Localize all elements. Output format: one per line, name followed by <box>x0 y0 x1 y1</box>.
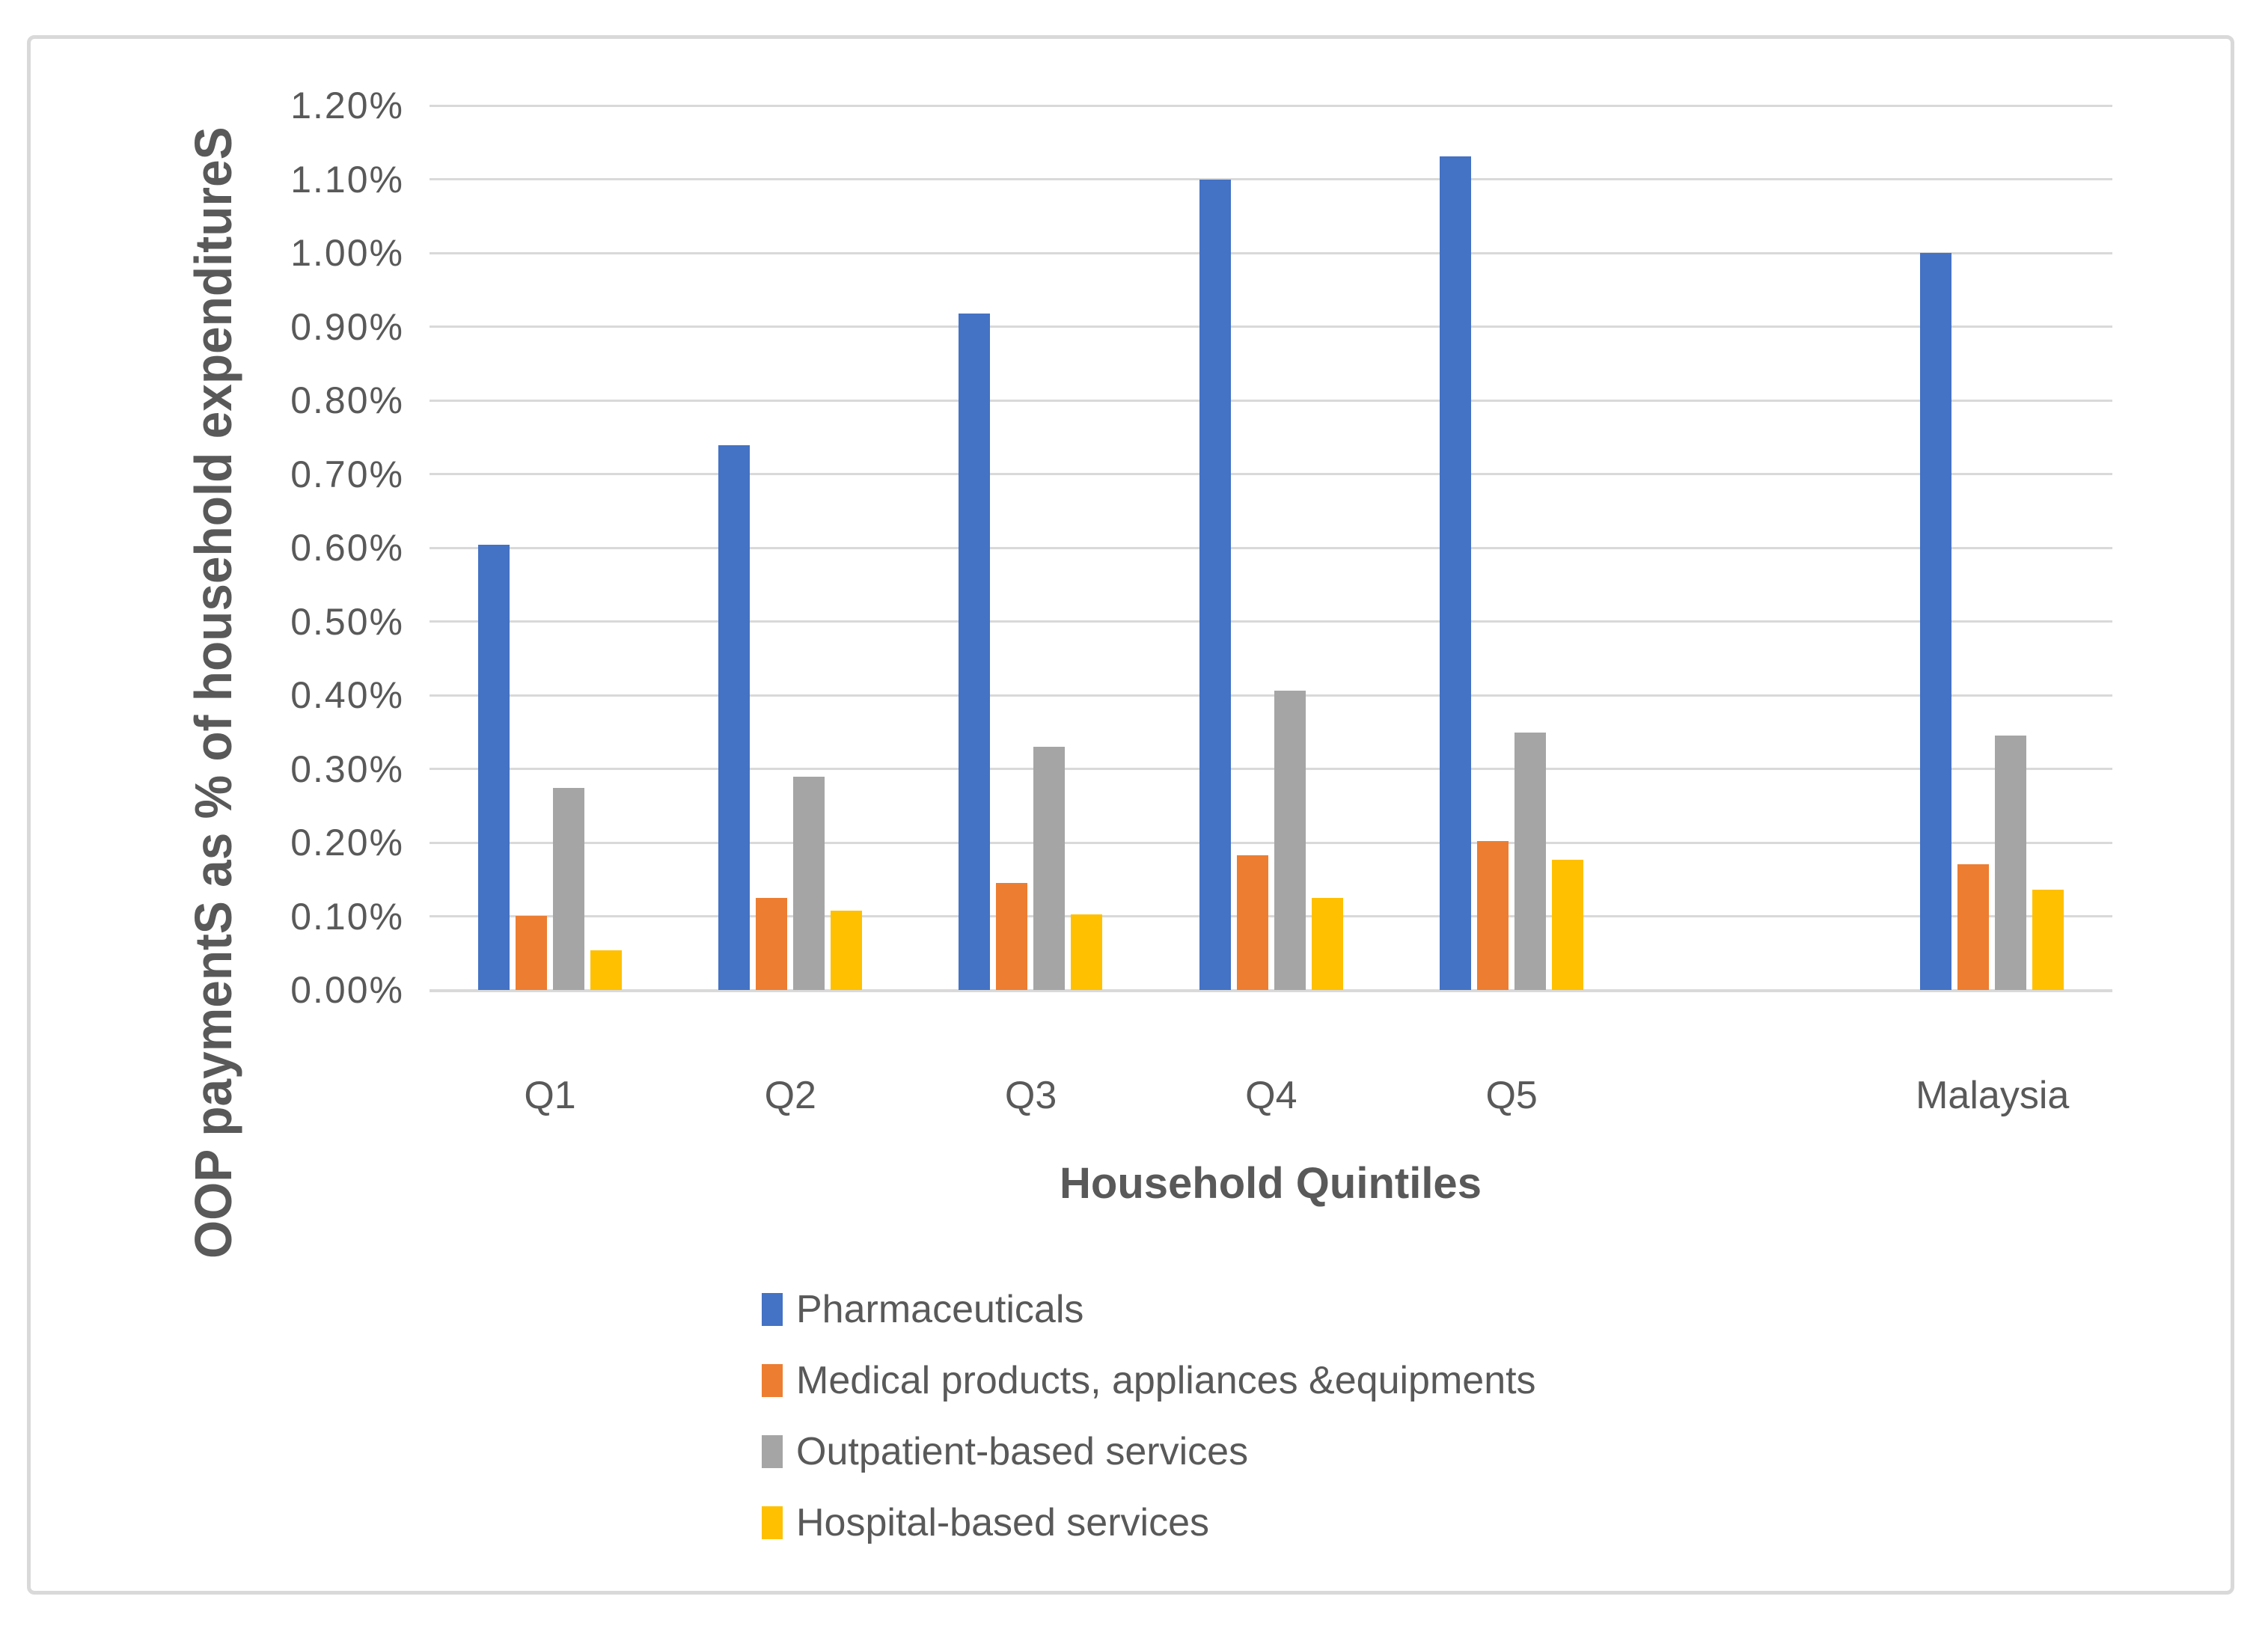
legend-label: Pharmaceuticals <box>796 1287 1084 1331</box>
bar <box>755 897 787 990</box>
legend-item: Pharmaceuticals <box>762 1274 1536 1345</box>
y-tick-label: 0.70% <box>290 453 404 495</box>
y-tick-label: 0.30% <box>290 748 404 790</box>
bar <box>477 545 510 990</box>
y-tick-label: 0.20% <box>290 822 404 864</box>
gridline <box>430 694 2112 697</box>
y-tick-label: 0.00% <box>290 969 404 1011</box>
bar <box>1274 691 1306 990</box>
bar <box>1551 859 1583 990</box>
bar <box>792 777 825 990</box>
x-tick-label: Q5 <box>1485 1074 1538 1117</box>
gridline <box>430 768 2112 770</box>
bar <box>996 883 1028 990</box>
gridline <box>430 178 2112 180</box>
bar <box>1476 841 1509 990</box>
bar <box>2032 890 2064 990</box>
gridline <box>430 104 2112 107</box>
y-tick-label: 0.90% <box>290 305 404 348</box>
x-tick-label: Q2 <box>764 1074 816 1117</box>
gridline <box>430 399 2112 402</box>
legend-item: Outpatient-based services <box>762 1416 1536 1487</box>
bar <box>718 445 750 990</box>
chart-border <box>27 35 2234 1595</box>
x-tick-label: Q4 <box>1245 1074 1297 1117</box>
bar <box>552 788 584 990</box>
bar <box>1957 864 1990 990</box>
gridline <box>430 473 2112 475</box>
bar <box>1514 733 1546 990</box>
bar <box>1439 156 1471 990</box>
x-axis-line <box>430 988 2112 992</box>
x-tick-label: Q1 <box>524 1074 576 1117</box>
legend: Pharmaceuticals Medical products, applian… <box>762 1274 1536 1558</box>
x-axis-title: Household Quintiles <box>1060 1159 1482 1208</box>
gridline <box>430 546 2112 549</box>
legend-label: Hospital-based services <box>796 1500 1210 1544</box>
bar <box>1071 914 1103 990</box>
gridline <box>430 620 2112 623</box>
legend-swatch <box>762 1363 783 1397</box>
bar <box>590 950 622 990</box>
legend-swatch <box>762 1506 783 1539</box>
gridline <box>430 326 2112 328</box>
legend-swatch <box>762 1434 783 1468</box>
y-tick-label: 0.80% <box>290 379 404 421</box>
y-tick-label: 1.20% <box>290 85 404 126</box>
bar <box>1236 855 1268 990</box>
y-tick-label: 0.40% <box>290 674 404 716</box>
y-tick-label: 0.50% <box>290 600 404 643</box>
bar <box>1033 746 1066 990</box>
gridline <box>430 841 2112 844</box>
legend-label: Outpatient-based services <box>796 1429 1249 1473</box>
gridline <box>430 915 2112 917</box>
y-tick-label: 1.00% <box>290 232 404 274</box>
legend-item: Hospital-based services <box>762 1487 1536 1558</box>
plot-area <box>430 104 2112 992</box>
x-tick-label: Q3 <box>1004 1074 1057 1117</box>
bar <box>830 910 862 990</box>
bar <box>515 915 547 990</box>
legend-item: Medical products, appliances &equipments <box>762 1345 1536 1416</box>
legend-label: Medical products, appliances &equipments <box>796 1358 1536 1402</box>
bar <box>1995 736 2027 990</box>
y-tick-label: 0.60% <box>290 527 404 569</box>
y-tick-label: 1.10% <box>290 158 404 201</box>
x-tick-label: Malaysia <box>1916 1074 2070 1117</box>
y-tick-label: 0.10% <box>290 895 404 938</box>
bar <box>1920 253 1952 990</box>
legend-swatch <box>762 1292 783 1326</box>
bar <box>1311 897 1343 990</box>
bar <box>1199 179 1231 990</box>
bar <box>959 313 991 990</box>
gridline <box>430 251 2112 254</box>
